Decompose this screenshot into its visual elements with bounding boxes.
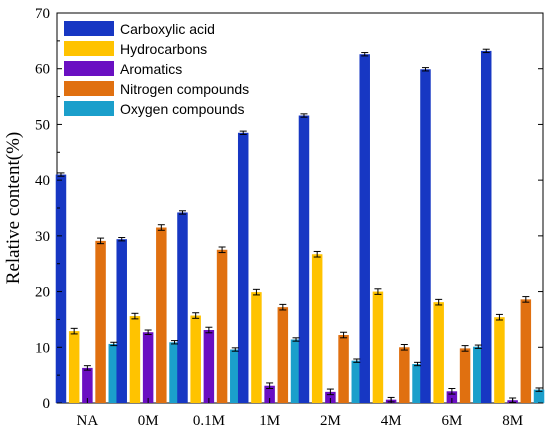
bar <box>264 385 275 403</box>
y-axis: 0 10 20 30 40 50 60 70 <box>35 6 543 412</box>
legend-label: Carboxylic acid <box>120 21 215 37</box>
y-tick-label: 50 <box>35 117 50 133</box>
legend-label: Oxygen compounds <box>120 101 245 117</box>
bar <box>533 389 545 403</box>
bar <box>142 332 154 403</box>
bar <box>108 343 120 403</box>
x-tick-label: 8M <box>502 413 523 429</box>
legend-label: Hydrocarbons <box>120 41 207 57</box>
bar <box>55 174 67 403</box>
bar <box>169 342 180 403</box>
bar <box>129 316 141 403</box>
bar <box>251 292 262 403</box>
bar <box>480 50 492 404</box>
bar <box>156 227 167 403</box>
bar <box>359 54 370 403</box>
y-tick-label: 0 <box>43 396 51 412</box>
bar <box>82 367 93 403</box>
bar <box>95 240 106 403</box>
bar <box>399 347 410 403</box>
bar <box>290 339 302 403</box>
bar <box>420 69 431 404</box>
bar <box>446 391 458 403</box>
bars-group <box>55 50 545 404</box>
legend-swatch <box>64 21 114 36</box>
x-tick-label: 6M <box>441 413 462 429</box>
x-tick-label: 4M <box>381 413 402 429</box>
bar <box>325 391 336 403</box>
bar <box>68 331 80 403</box>
x-axis: NA 0M 0.1M 1M 2M 4M 6M 8M <box>77 398 523 429</box>
y-tick-label: 10 <box>35 340 50 356</box>
bar <box>190 315 201 403</box>
bar <box>372 291 384 403</box>
legend-swatch <box>64 41 114 56</box>
bar <box>433 302 444 403</box>
x-tick-label: 2M <box>320 413 341 429</box>
y-tick-label: 30 <box>35 229 50 245</box>
bar <box>116 239 127 403</box>
y-tick-label: 70 <box>35 6 50 22</box>
bar <box>237 132 249 404</box>
legend-label: Aromatics <box>120 61 182 77</box>
bar <box>351 360 363 403</box>
bar <box>216 249 228 403</box>
bar <box>230 349 241 403</box>
bar <box>520 299 532 403</box>
x-tick-label: 0M <box>138 413 159 429</box>
error-bars-group <box>57 48 543 403</box>
bar <box>203 330 215 403</box>
x-tick-label: NA <box>77 413 99 429</box>
y-tick-label: 40 <box>35 173 50 189</box>
bar <box>412 364 423 403</box>
y-tick-label: 60 <box>35 62 50 78</box>
bar <box>177 212 188 403</box>
legend-swatch <box>64 61 114 76</box>
bar <box>459 348 471 403</box>
x-tick-label: 0.1M <box>193 413 225 429</box>
bar <box>473 346 484 403</box>
bar <box>338 335 349 403</box>
bar <box>311 254 323 403</box>
y-axis-label: Relative content(%) <box>3 132 24 284</box>
legend-swatch <box>64 101 114 116</box>
legend: Carboxylic acid Hydrocarbons Aromatics Nitr… <box>64 21 249 117</box>
bar <box>494 317 505 403</box>
bar <box>298 115 310 403</box>
y-tick-label: 20 <box>35 285 50 301</box>
x-tick-label: 1M <box>259 413 280 429</box>
bar <box>277 307 289 403</box>
legend-label: Nitrogen compounds <box>120 81 249 97</box>
legend-swatch <box>64 81 114 96</box>
